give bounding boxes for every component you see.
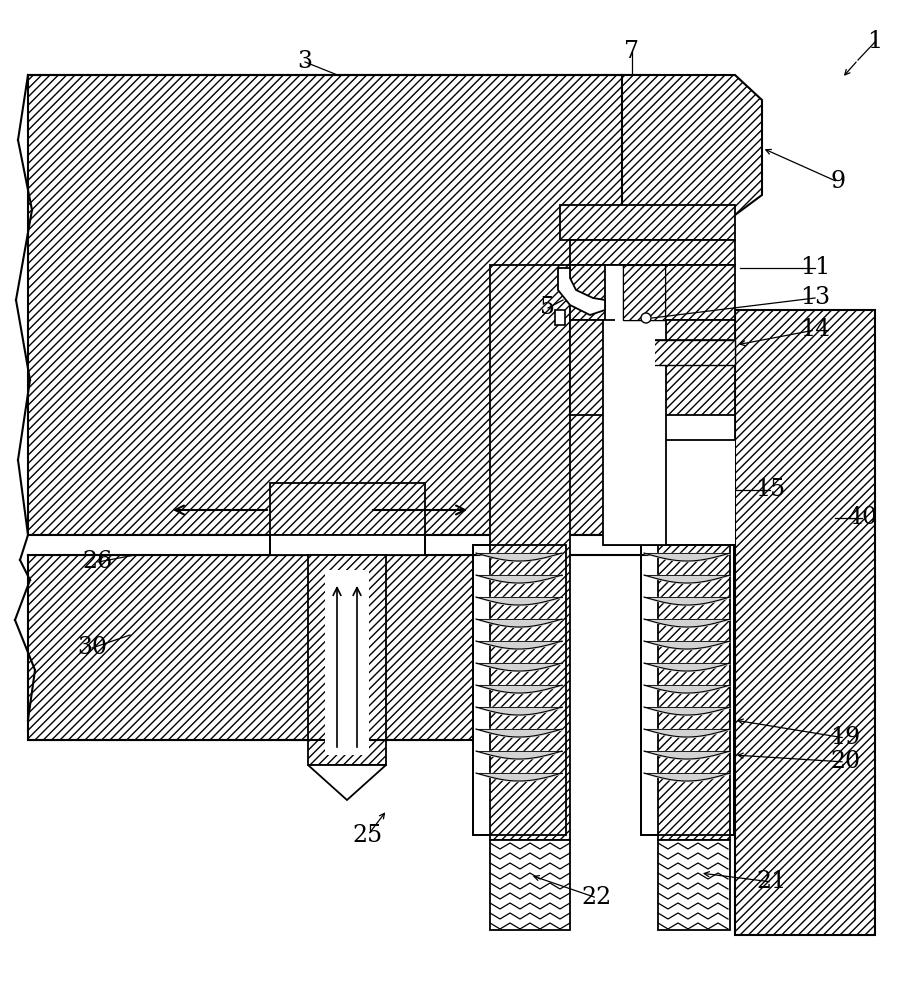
Bar [640, 340, 735, 365]
Bar [570, 240, 735, 265]
Text: 1: 1 [867, 30, 883, 53]
Text: 3: 3 [298, 50, 312, 74]
Bar [603, 320, 666, 545]
Polygon shape [622, 75, 762, 215]
Text: 14: 14 [800, 318, 830, 342]
Bar [308, 555, 386, 765]
Text: 19: 19 [830, 726, 860, 750]
Bar [570, 320, 735, 415]
Bar [658, 540, 730, 840]
Bar [560, 205, 735, 240]
Text: 9: 9 [831, 170, 845, 194]
Bar [28, 535, 688, 555]
Text: 15: 15 [755, 479, 785, 502]
Bar [641, 545, 734, 835]
Text: 25: 25 [353, 824, 383, 846]
Bar [658, 840, 730, 930]
Text: 22: 22 [582, 886, 612, 910]
Bar [641, 440, 735, 545]
Bar [473, 545, 566, 835]
Bar [615, 280, 655, 520]
Text: 30: 30 [77, 637, 107, 660]
Text: 11: 11 [800, 256, 830, 279]
Text: 13: 13 [800, 286, 830, 310]
Circle shape [641, 313, 651, 323]
Text: 21: 21 [757, 870, 787, 894]
Polygon shape [308, 765, 386, 800]
Text: 7: 7 [625, 40, 640, 64]
Bar [28, 555, 488, 740]
Bar [28, 75, 660, 535]
Text: 5: 5 [540, 296, 556, 320]
Bar [570, 265, 735, 320]
Bar [270, 483, 425, 535]
Bar [641, 325, 735, 545]
Bar [325, 570, 369, 755]
Polygon shape [555, 310, 565, 325]
Text: 20: 20 [830, 750, 860, 774]
Bar [490, 265, 570, 840]
Bar [490, 840, 570, 930]
Bar [270, 535, 425, 555]
Polygon shape [558, 268, 605, 315]
Bar [641, 545, 734, 835]
Bar [623, 265, 665, 320]
Bar [473, 545, 566, 835]
Bar [605, 265, 665, 545]
Text: 26: 26 [83, 550, 113, 574]
Bar [640, 340, 735, 365]
Text: 40: 40 [847, 506, 877, 530]
Bar [623, 265, 665, 320]
Bar [735, 310, 875, 935]
